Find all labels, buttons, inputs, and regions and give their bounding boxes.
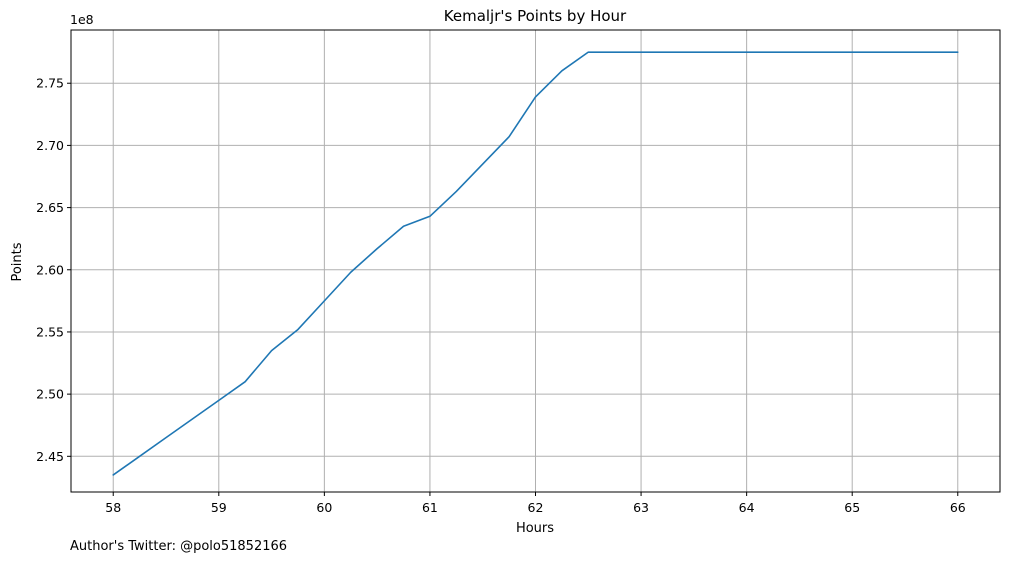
x-tick-label: 61 — [422, 500, 438, 515]
y-tick-label: 2.55 — [36, 324, 64, 339]
y-tick-label: 2.70 — [36, 138, 64, 153]
x-axis-ticks: 58 59 60 61 62 63 64 65 66 — [105, 492, 966, 515]
x-tick-label: 62 — [528, 500, 544, 515]
x-tick-label: 65 — [844, 500, 860, 515]
series-layer — [112, 51, 959, 476]
y-tick-label: 2.50 — [36, 387, 64, 402]
y-axis-label: Points — [10, 242, 25, 281]
x-tick-label: 66 — [950, 500, 966, 515]
series-line — [112, 51, 959, 476]
y-tick-label: 2.60 — [36, 262, 64, 277]
y-offset-label: 1e8 — [70, 12, 94, 27]
y-tick-label: 2.75 — [36, 76, 64, 91]
x-tick-label: 58 — [105, 500, 121, 515]
x-tick-label: 63 — [633, 500, 649, 515]
x-tick-label: 59 — [211, 500, 227, 515]
y-tick-label: 2.45 — [36, 449, 64, 464]
chart-title: Kemaljr's Points by Hour — [444, 7, 627, 25]
x-tick-label: 60 — [316, 500, 332, 515]
x-tick-label: 64 — [739, 500, 755, 515]
y-axis-ticks: 2.45 2.50 2.55 2.60 2.65 2.70 2.75 — [36, 76, 71, 464]
x-axis-label: Hours — [516, 521, 554, 536]
grid-lines — [71, 30, 1000, 492]
y-tick-label: 2.65 — [36, 200, 64, 215]
author-credit: Author's Twitter: @polo51852166 — [70, 539, 287, 554]
